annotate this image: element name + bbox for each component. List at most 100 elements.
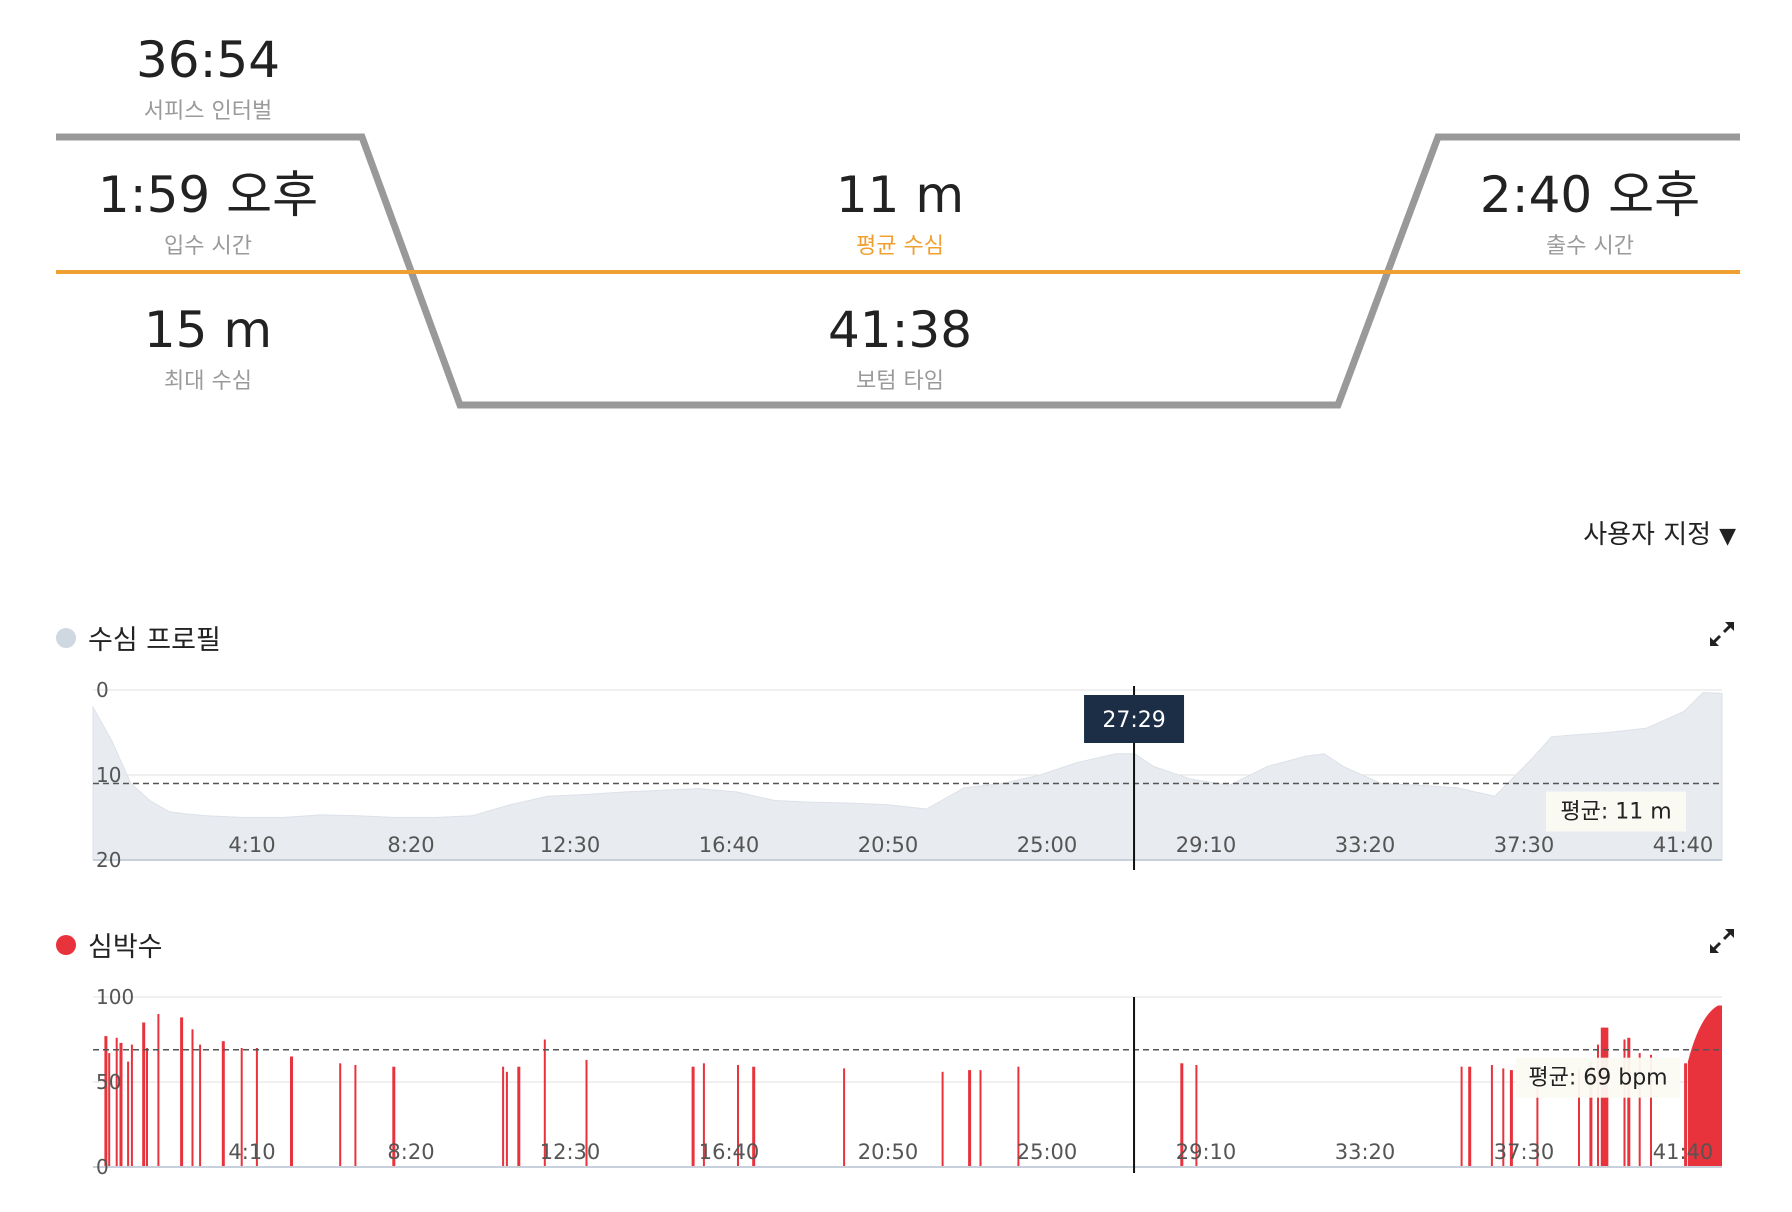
- hr-bar: [585, 1059, 588, 1167]
- hr-bar: [146, 1048, 148, 1167]
- hr-bar: [737, 1065, 739, 1167]
- avg-depth-label: 평균: 11 m: [1560, 800, 1671, 825]
- hr-bar: [502, 1066, 505, 1167]
- entry-time-value: 1:59 오후: [97, 166, 319, 224]
- x-tick-label: 4:10: [228, 1140, 275, 1164]
- max-depth-label: 최대 수심: [164, 369, 252, 394]
- hr-bar: [1578, 1068, 1580, 1167]
- x-tick-label: 25:00: [1017, 1140, 1078, 1164]
- hr-bar: [221, 1041, 225, 1167]
- exit-time-label: 출수 시간: [1546, 234, 1634, 259]
- hr-chart-title: 심박수: [88, 932, 163, 963]
- y-tick-label: 100: [96, 985, 134, 1009]
- hr-bar: [180, 1017, 184, 1167]
- hr-bar: [157, 1014, 160, 1167]
- entry-time-stat: 1:59 오후 입수 시간: [60, 170, 356, 260]
- hr-bar: [191, 1029, 194, 1167]
- hr-bar: [130, 1044, 133, 1167]
- depth-area: [92, 692, 1723, 861]
- x-tick-label: 20:50: [858, 1140, 919, 1164]
- bottom-time-label: 보텀 타임: [856, 369, 944, 394]
- hr-bar: [1627, 1037, 1631, 1167]
- x-tick-label: 41:40: [1653, 1140, 1714, 1164]
- hr-bar: [517, 1066, 521, 1167]
- hr-bar: [339, 1063, 342, 1167]
- x-tick-label: 20:50: [858, 833, 919, 857]
- dive-profile-diagram: [56, 133, 1740, 409]
- x-tick-label: 37:30: [1494, 1140, 1555, 1164]
- hr-bar: [1468, 1066, 1472, 1167]
- surface-interval-value: 36:54: [135, 31, 281, 89]
- x-tick-label: 33:20: [1335, 1140, 1396, 1164]
- avg-depth-stat: 11 m 평균 수심: [700, 170, 1100, 260]
- avg-hr-label: 평균: 69 bpm: [1528, 1066, 1667, 1091]
- heart-rate-chart[interactable]: 100 50 0 4:10 8:20 12:30 16:40 20:50 25:00 29:10 3…: [0, 980, 1792, 1180]
- x-tick-label: 33:20: [1335, 833, 1396, 857]
- hr-bar: [691, 1066, 695, 1167]
- entry-time-label: 입수 시간: [164, 234, 252, 259]
- range-selector-dropdown[interactable]: 사용자 지정 ▼: [1583, 514, 1736, 551]
- hr-bar: [290, 1056, 293, 1167]
- max-depth-stat: 15 m 최대 수심: [60, 305, 356, 395]
- x-tick-label: 37:30: [1494, 833, 1555, 857]
- hr-bar: [1460, 1066, 1463, 1167]
- hr-bar: [702, 1063, 705, 1167]
- hr-bar: [843, 1068, 846, 1167]
- hr-end-area: [1687, 1005, 1722, 1167]
- x-tick-label: 16:40: [699, 833, 760, 857]
- hr-bar: [979, 1070, 982, 1167]
- hr-bar: [104, 1036, 108, 1167]
- x-tick-label: 8:20: [387, 833, 434, 857]
- hr-bar: [1536, 1068, 1539, 1167]
- bottom-time-value: 41:38: [827, 301, 973, 359]
- x-tick-label: 12:30: [540, 833, 601, 857]
- x-tick-label: 4:10: [228, 833, 275, 857]
- cursor-tooltip-box: [1084, 695, 1185, 743]
- hr-bar: [968, 1070, 972, 1167]
- x-tick-label: 29:10: [1176, 833, 1237, 857]
- x-tick-label: 12:30: [540, 1140, 601, 1164]
- depth-chart-title: 수심 프로필: [88, 625, 221, 656]
- hr-bar: [1490, 1065, 1493, 1167]
- hr-bar: [1638, 1053, 1641, 1167]
- hr-bar: [255, 1048, 258, 1167]
- hr-bar: [1180, 1063, 1184, 1167]
- avg-depth-value: 11 m: [835, 166, 965, 224]
- x-tick-label: 25:00: [1017, 833, 1078, 857]
- exit-time-value: 2:40 오후: [1479, 166, 1701, 224]
- bottom-time-stat: 41:38 보텀 타임: [700, 305, 1100, 395]
- hr-bar: [108, 1053, 111, 1167]
- x-tick-label: 29:10: [1176, 1140, 1237, 1164]
- exit-time-stat: 2:40 오후 출수 시간: [1440, 170, 1740, 260]
- hr-bar: [119, 1042, 123, 1167]
- depth-legend-dot: [56, 627, 76, 648]
- hr-bar: [543, 1039, 546, 1167]
- hr-bar: [115, 1037, 118, 1167]
- hr-bar: [1509, 1070, 1513, 1167]
- y-tick-label: 20: [96, 848, 121, 872]
- y-tick-label: 50: [96, 1070, 121, 1094]
- hr-bar: [240, 1048, 243, 1167]
- hr-bar: [392, 1066, 396, 1167]
- x-tick-label: 8:20: [387, 1140, 434, 1164]
- surface-interval-label: 서피스 인터벌: [143, 99, 273, 124]
- hr-bar: [1195, 1065, 1198, 1167]
- hr-bar: [1597, 1044, 1599, 1167]
- max-depth-value: 15 m: [143, 301, 273, 359]
- expand-icon[interactable]: [1708, 620, 1736, 648]
- hr-bar: [199, 1044, 202, 1167]
- avg-label-box: [1516, 1057, 1680, 1098]
- hr-bar: [505, 1071, 508, 1167]
- hr-bar: [354, 1065, 357, 1167]
- triangle-down-icon: ▼: [1719, 524, 1736, 549]
- hr-bar: [941, 1071, 944, 1167]
- hr-bar: [1684, 1063, 1688, 1167]
- avg-depth-label: 평균 수심: [856, 234, 944, 259]
- range-selector-label: 사용자 지정: [1583, 520, 1712, 550]
- hr-bar: [1589, 1061, 1593, 1167]
- hr-bar: [1502, 1068, 1505, 1167]
- expand-icon[interactable]: [1708, 927, 1736, 955]
- hr-bar: [752, 1066, 756, 1167]
- hr-bar: [142, 1022, 146, 1167]
